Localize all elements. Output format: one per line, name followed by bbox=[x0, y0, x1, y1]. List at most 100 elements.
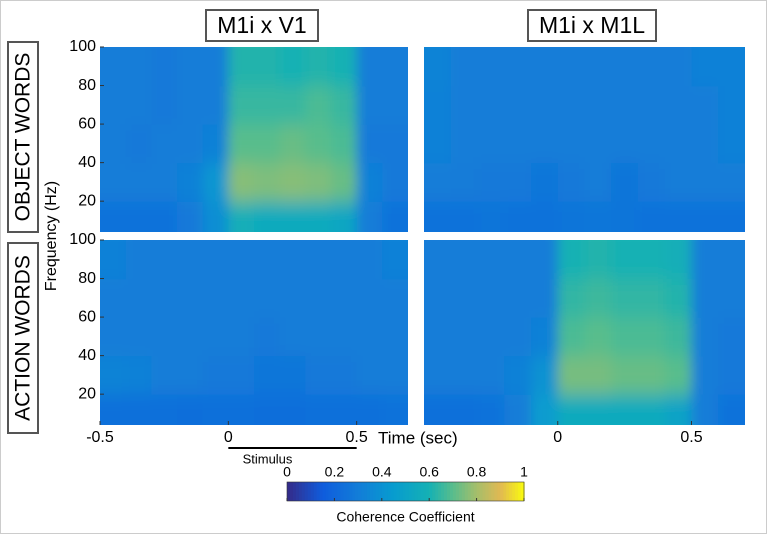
colorbar-tick-label: 0.8 bbox=[467, 464, 487, 480]
heat-cell bbox=[450, 240, 478, 280]
colorbar-swatch bbox=[298, 482, 303, 501]
heat-cell bbox=[504, 240, 532, 280]
heat-cell bbox=[611, 355, 639, 395]
heat-cell bbox=[557, 355, 585, 395]
heat-cell bbox=[202, 47, 229, 87]
colorbar-swatch bbox=[512, 482, 516, 501]
colorbar-swatch bbox=[521, 482, 525, 501]
colorbar-swatch bbox=[390, 482, 395, 501]
y-tick-label: 100 bbox=[69, 38, 96, 55]
heat-cell bbox=[331, 201, 358, 232]
colorbar-tick-label: 0.4 bbox=[372, 464, 392, 480]
heat-cell bbox=[305, 394, 332, 425]
heat-cell bbox=[202, 317, 229, 357]
heat-cell bbox=[331, 85, 358, 125]
colorbar-swatch bbox=[402, 482, 407, 501]
heat-cell bbox=[718, 201, 745, 232]
heat-cell bbox=[477, 162, 505, 202]
colorbar-swatch bbox=[429, 482, 433, 501]
colorbar-swatch bbox=[432, 482, 436, 501]
y-tick-label: 80 bbox=[78, 270, 96, 287]
colorbar-swatch bbox=[417, 482, 421, 501]
heat-cell bbox=[638, 240, 666, 280]
colorbar-swatch bbox=[364, 482, 368, 501]
heat-cell bbox=[611, 278, 639, 318]
heat-cell bbox=[424, 355, 452, 395]
heat-cell bbox=[584, 317, 612, 357]
colorbar-swatch bbox=[473, 482, 478, 501]
heat-cell bbox=[356, 47, 383, 87]
heat-cell bbox=[382, 394, 408, 425]
colorbar-swatch bbox=[358, 482, 362, 501]
heat-cell bbox=[691, 201, 719, 232]
heat-cell bbox=[584, 47, 612, 87]
stimulus-label: Stimulus bbox=[243, 451, 293, 466]
heat-cell bbox=[151, 85, 178, 125]
heat-cell bbox=[424, 317, 452, 357]
colorbar-swatch bbox=[349, 482, 353, 501]
y-tick-label: 60 bbox=[78, 115, 96, 132]
colorbar-swatch bbox=[337, 482, 341, 501]
colorbar-swatch bbox=[396, 482, 401, 501]
heat-cell bbox=[584, 162, 612, 202]
heat-cell bbox=[531, 355, 559, 395]
colorbar-swatch bbox=[411, 482, 415, 501]
heat-cell bbox=[356, 201, 383, 232]
heat-cell bbox=[557, 394, 585, 425]
heat-cell bbox=[504, 278, 532, 318]
heat-cell bbox=[477, 317, 505, 357]
colorbar-swatch bbox=[446, 482, 451, 501]
heat-cell bbox=[504, 394, 532, 425]
heat-cell bbox=[584, 278, 612, 318]
colorbar-swatch bbox=[355, 482, 359, 501]
heatmap bbox=[424, 47, 745, 232]
heat-cell bbox=[557, 201, 585, 232]
heat-cell bbox=[504, 124, 532, 164]
heat-cell bbox=[202, 124, 229, 164]
heat-cell bbox=[254, 162, 281, 202]
heat-cell bbox=[279, 394, 306, 425]
colorbar-swatch bbox=[289, 482, 294, 501]
colorbar-swatch bbox=[479, 482, 484, 501]
colorbar-swatch bbox=[509, 482, 513, 501]
heat-cell bbox=[254, 317, 281, 357]
heat-cell bbox=[718, 394, 745, 425]
heat-cell bbox=[584, 124, 612, 164]
colorbar-swatch bbox=[378, 482, 383, 501]
colorbar-swatch bbox=[414, 482, 418, 501]
heat-cell bbox=[664, 85, 692, 125]
heat-cell bbox=[664, 278, 692, 318]
heat-cell bbox=[450, 317, 478, 357]
heat-cell bbox=[254, 278, 281, 318]
x-tick-label: 0 bbox=[224, 429, 233, 446]
heat-cell bbox=[382, 240, 408, 280]
colorbar-swatch bbox=[352, 482, 356, 501]
heat-cell bbox=[504, 162, 532, 202]
heat-cell bbox=[125, 394, 152, 425]
heat-cell bbox=[100, 240, 127, 280]
heat-cell bbox=[691, 240, 719, 280]
heat-cell bbox=[424, 278, 452, 318]
heat-cell bbox=[424, 85, 452, 125]
colorbar-swatch bbox=[340, 482, 344, 501]
heat-cell bbox=[531, 394, 559, 425]
x-axis-label: Time (sec) bbox=[378, 428, 458, 447]
heat-cell bbox=[177, 355, 204, 395]
colorbar-swatch bbox=[369, 482, 374, 501]
heat-cell bbox=[331, 162, 358, 202]
heat-cell bbox=[202, 85, 229, 125]
heat-cell bbox=[177, 85, 204, 125]
colorbar-swatch bbox=[366, 482, 371, 501]
heat-cell bbox=[305, 278, 332, 318]
heat-cell bbox=[664, 317, 692, 357]
colorbar-swatch bbox=[491, 482, 495, 501]
heat-cell bbox=[305, 124, 332, 164]
colorbar-swatch bbox=[372, 482, 377, 501]
heat-cell bbox=[691, 85, 719, 125]
heat-cell bbox=[202, 278, 229, 318]
y-tick-label: 20 bbox=[78, 385, 96, 402]
colorbar-swatch bbox=[310, 482, 315, 501]
heat-cell bbox=[638, 278, 666, 318]
heat-cell bbox=[331, 278, 358, 318]
heat-cell bbox=[557, 85, 585, 125]
